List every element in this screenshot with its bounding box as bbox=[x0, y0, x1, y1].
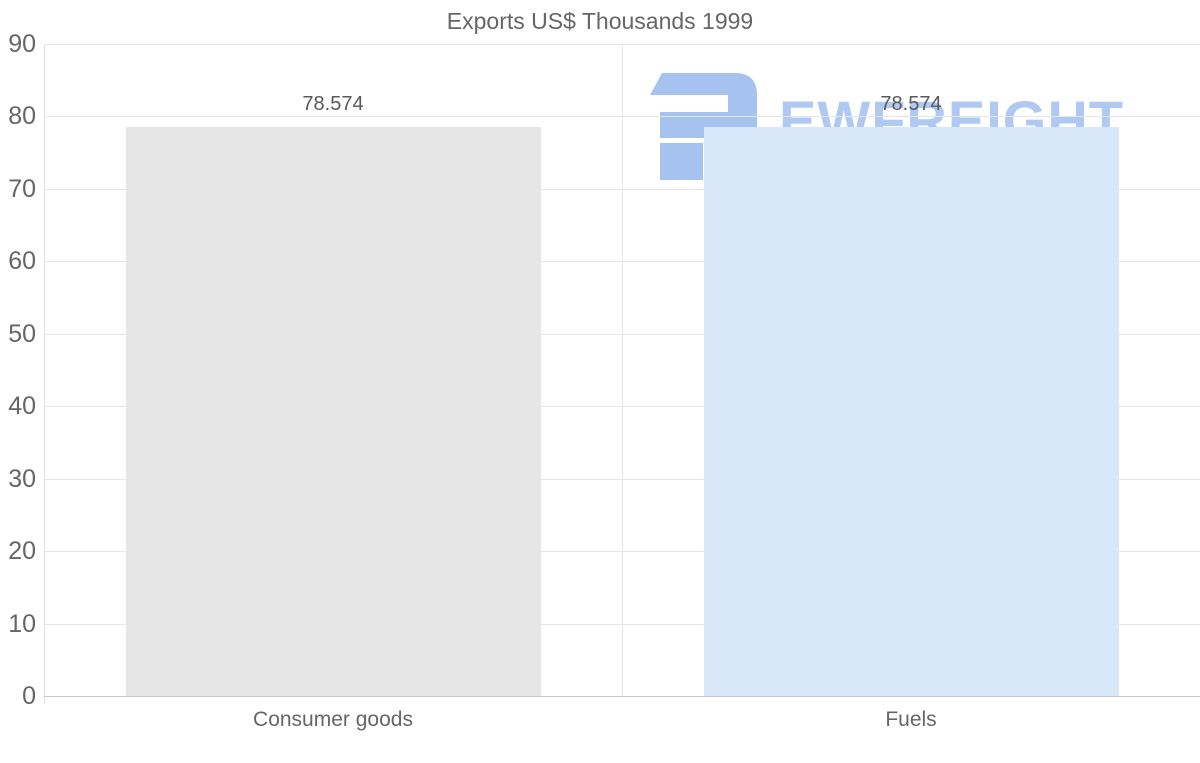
bar-value-label: 78.574 bbox=[880, 93, 942, 115]
y-axis-tick-label: 60 bbox=[8, 247, 36, 275]
y-axis-tick-label: 10 bbox=[8, 610, 36, 638]
y-axis-tick-label: 40 bbox=[8, 392, 36, 420]
y-axis-tick-label: 80 bbox=[8, 102, 36, 130]
watermark-logo-icon bbox=[650, 73, 757, 180]
bar-fuels[interactable] bbox=[704, 127, 1119, 696]
y-axis-tick-label: 90 bbox=[8, 30, 36, 58]
y-axis-tick-label: 0 bbox=[22, 682, 36, 710]
x-axis-category-label: Consumer goods bbox=[253, 708, 413, 731]
y-axis-line bbox=[44, 44, 45, 704]
category-separator-gridline bbox=[622, 44, 623, 696]
bar-consumer-goods[interactable] bbox=[126, 127, 541, 696]
y-axis-tick-label: 30 bbox=[8, 465, 36, 493]
x-axis-category-label: Fuels bbox=[885, 708, 937, 731]
bar-value-label: 78.574 bbox=[302, 93, 364, 115]
y-axis-tick-label: 50 bbox=[8, 320, 36, 348]
chart-title: Exports US$ Thousands 1999 bbox=[446, 8, 754, 34]
gridline bbox=[44, 696, 1200, 697]
y-axis-tick-label: 20 bbox=[8, 537, 36, 565]
y-axis-tick-label: 70 bbox=[8, 175, 36, 203]
